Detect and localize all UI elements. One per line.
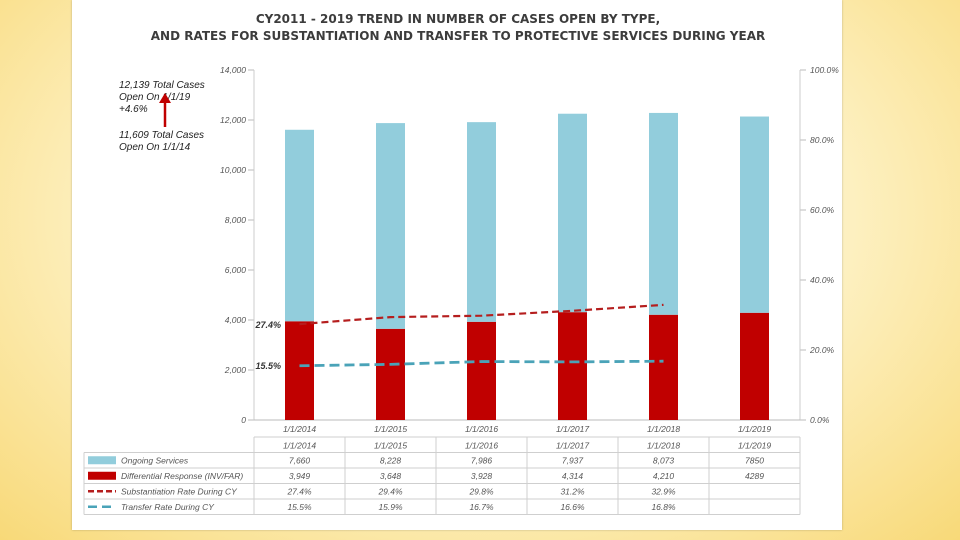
left-axis-tick-label: 14,000 — [220, 65, 246, 75]
bar-differential-response — [558, 312, 587, 420]
substantiation-rate-line — [299, 303, 664, 326]
x-axis-tick-label: 1/1/2016 — [465, 424, 498, 434]
callout-bottom-line1: 11,609 Total Cases — [119, 130, 204, 141]
bar-ongoing-services — [649, 112, 678, 315]
callout-bottom-line2: Open On 1/1/14 — [119, 142, 191, 153]
right-axis-tick-label: 0.0% — [810, 415, 830, 425]
table-cell: 8,228 — [380, 455, 402, 465]
table-cell: 4,210 — [653, 471, 675, 481]
table-cell: 15.5% — [287, 502, 312, 512]
table-cell: 3,928 — [471, 471, 493, 481]
chart-slide: CY2011 - 2019 TREND IN NUMBER OF CASES O… — [72, 0, 842, 530]
table-cell: 16.7% — [469, 502, 494, 512]
table-cell: 4289 — [745, 471, 764, 481]
bar-ongoing-services — [740, 116, 769, 313]
table-cell: 7,986 — [471, 455, 493, 465]
table-cell: 7,660 — [289, 455, 311, 465]
callout-box: 12,139 Total Cases Open On 1/1/19 +4.6% … — [119, 80, 205, 153]
table-cell: 3,648 — [380, 471, 402, 481]
legend-swatch — [88, 456, 116, 465]
chart-title-line1: CY2011 - 2019 TREND IN NUMBER OF CASES O… — [256, 12, 660, 26]
legend-label: Substantiation Rate During CY — [121, 486, 238, 496]
table-cell: 32.9% — [651, 486, 676, 496]
left-axis-tick-label: 2,000 — [224, 365, 247, 375]
substantiation-point-label: 27.4% — [255, 320, 282, 330]
table-header-cell: 1/1/2018 — [647, 441, 680, 451]
bar-differential-response — [467, 321, 496, 420]
table-cell: 8,073 — [653, 455, 675, 465]
right-axis-tick-label: 100.0% — [810, 65, 839, 75]
left-axis-tick-label: 4,000 — [225, 315, 247, 325]
table-cell: 4,314 — [562, 471, 584, 481]
right-axis-tick-label: 60.0% — [810, 205, 835, 215]
legend-label: Transfer Rate During CY — [121, 502, 215, 512]
bar-differential-response — [376, 328, 405, 420]
table-cell: 7,937 — [562, 455, 584, 465]
callout-top-line1: 12,139 Total Cases — [119, 80, 205, 91]
right-axis-tick-label: 40.0% — [810, 275, 835, 285]
table-header-cell: 1/1/2019 — [738, 441, 771, 451]
chart: CY2011 - 2019 TREND IN NUMBER OF CASES O… — [83, 12, 839, 515]
table-cell: 16.6% — [560, 502, 585, 512]
table-cell: 31.2% — [560, 486, 585, 496]
left-axis-tick-label: 10,000 — [220, 165, 246, 175]
x-axis-tick-label: 1/1/2014 — [283, 424, 316, 434]
callout-top-line2: Open On 1/1/19 — [119, 92, 191, 103]
bar-differential-response — [649, 314, 678, 420]
chart-title-line2: AND RATES FOR SUBSTANTIATION AND TRANSFE… — [151, 29, 765, 43]
right-axis-tick-label: 20.0% — [809, 345, 835, 355]
left-axis-tick-label: 12,000 — [220, 115, 246, 125]
bar-ongoing-services — [558, 113, 587, 313]
table-header-cell: 1/1/2014 — [283, 441, 316, 451]
bar-ongoing-services — [376, 123, 405, 329]
bar-differential-response — [740, 312, 769, 420]
table-cell: 15.9% — [378, 502, 403, 512]
table-header-cell: 1/1/2016 — [465, 441, 498, 451]
table-cell: 16.8% — [651, 502, 676, 512]
table-cell: 29.8% — [468, 486, 494, 496]
legend-swatch — [88, 471, 116, 480]
table-cell: 7850 — [745, 455, 764, 465]
x-axis-tick-label: 1/1/2018 — [647, 424, 680, 434]
transfer-rate-line — [299, 359, 664, 368]
table-header-cell: 1/1/2017 — [556, 441, 589, 451]
left-axis-tick-label: 8,000 — [225, 215, 247, 225]
up-arrow-head-icon — [159, 93, 171, 103]
left-axis-tick-label: 0 — [241, 415, 246, 425]
transfer-point-label: 15.5% — [256, 361, 282, 371]
legend-label: Ongoing Services — [121, 455, 189, 465]
callout-top-line3: +4.6% — [119, 104, 148, 115]
bar-ongoing-services — [285, 129, 314, 322]
bar-ongoing-services — [467, 122, 496, 322]
x-axis-tick-label: 1/1/2017 — [556, 424, 589, 434]
table-cell: 29.4% — [377, 486, 403, 496]
right-axis-tick-label: 80.0% — [810, 135, 835, 145]
table-cell: 3,949 — [289, 471, 311, 481]
table-header-cell: 1/1/2015 — [374, 441, 407, 451]
legend-label: Differential Response (INV/FAR) — [121, 471, 243, 481]
left-axis-tick-label: 6,000 — [225, 265, 247, 275]
x-axis-tick-label: 1/1/2019 — [738, 424, 771, 434]
bar-differential-response — [285, 321, 314, 420]
x-axis-tick-label: 1/1/2015 — [374, 424, 407, 434]
table-cell: 27.4% — [286, 486, 312, 496]
